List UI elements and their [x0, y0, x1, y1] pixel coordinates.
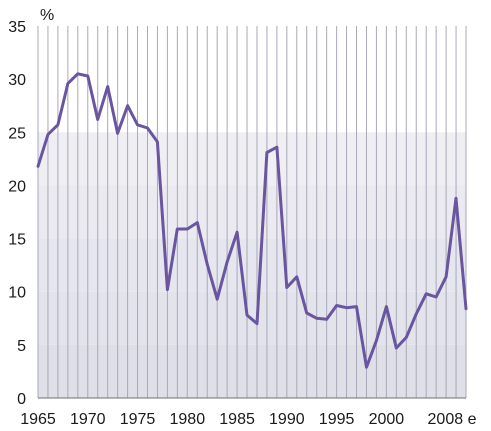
vertical-gridlines: [37, 26, 467, 398]
background-band: [38, 132, 466, 186]
y-tick-label: 10: [8, 285, 26, 302]
y-tick-label: 35: [8, 19, 26, 36]
y-tick-label: 5: [17, 338, 26, 355]
x-tick-label: 2000: [369, 411, 405, 428]
x-tick-label: 1995: [319, 411, 355, 428]
x-tick-label: 2008 e: [428, 411, 477, 428]
y-tick-label: 20: [8, 178, 26, 195]
x-tick-label: 1975: [120, 411, 156, 428]
x-tick-label: 1965: [20, 411, 56, 428]
x-tick-label: 1990: [269, 411, 305, 428]
y-tick-label: 30: [8, 72, 26, 89]
x-tick-label: 1970: [70, 411, 106, 428]
x-tick-label: 1985: [219, 411, 255, 428]
y-unit-label: %: [40, 7, 54, 24]
background-band: [38, 238, 466, 292]
y-tick-labels: 0 5 10 15 20 25 30 35: [8, 19, 26, 408]
y-tick-label: 25: [8, 125, 26, 142]
x-tick-labels: 1965 1970 1975 1980 1985 1990 1995 2000 2008 e: [20, 411, 476, 428]
background-band: [38, 185, 466, 239]
background-band: [38, 344, 466, 398]
x-tick-label: 1980: [170, 411, 206, 428]
y-tick-label: 15: [8, 232, 26, 249]
background-band: [38, 26, 466, 80]
series-group: [36, 72, 468, 369]
y-tick-label: 0: [17, 391, 26, 408]
series-line: [36, 72, 468, 369]
